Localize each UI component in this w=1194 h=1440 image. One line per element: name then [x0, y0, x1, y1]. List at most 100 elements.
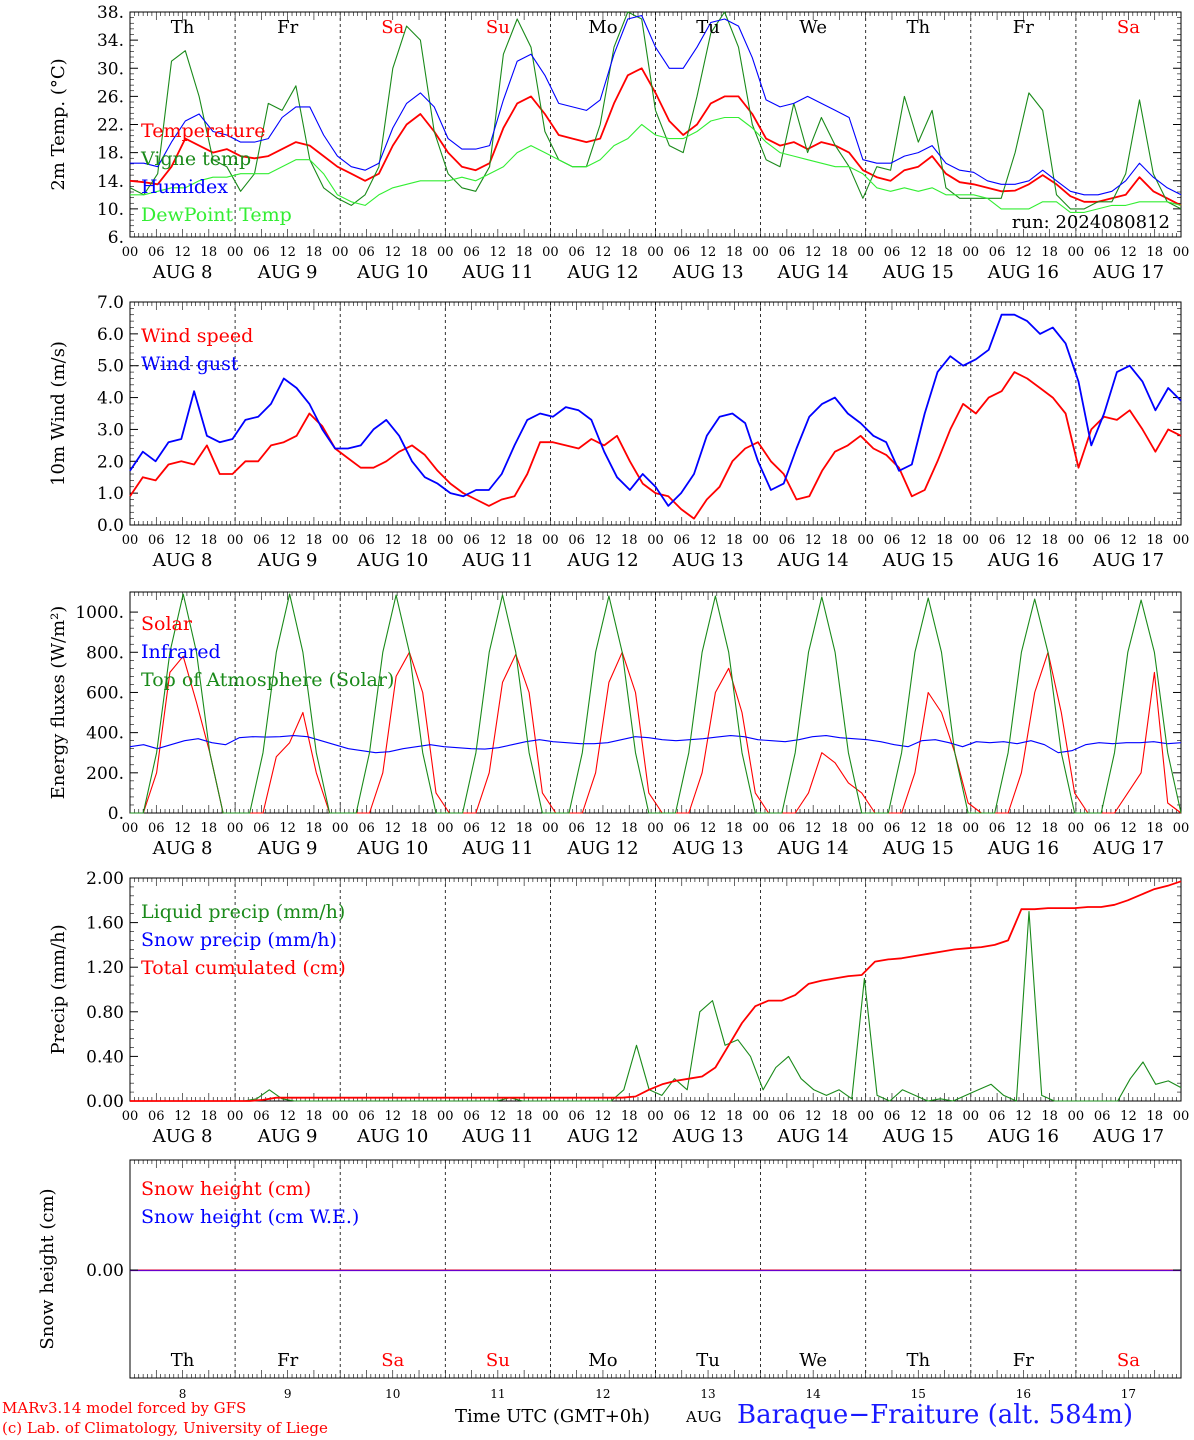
x-hour-label: 18	[936, 821, 953, 836]
x-hour-label: 00	[227, 533, 244, 548]
day-number: 11	[490, 1387, 505, 1401]
x-hour-label: 18	[936, 533, 953, 548]
day-name: Su	[486, 1350, 510, 1371]
panel-4	[129, 877, 1182, 1102]
x-date-label: AUG 14	[777, 1126, 849, 1147]
x-hour-label: 18	[621, 533, 638, 548]
x-hour-label: 06	[568, 1109, 585, 1124]
x-hour-label: 12	[384, 1109, 401, 1124]
day-name: Tu	[696, 1350, 720, 1371]
x-hour-label: 06	[463, 533, 480, 548]
x-hour-label: 12	[174, 245, 191, 260]
x-hour-label: 00	[122, 821, 139, 836]
x-hour-label: 18	[726, 821, 743, 836]
x-date-label: AUG 10	[356, 1126, 428, 1147]
x-date-label: AUG 11	[461, 550, 533, 571]
series-line-infrared	[129, 735, 1182, 754]
day-name: Fr	[277, 1350, 298, 1371]
legend-entry: Snow height (cm W.E.)	[141, 1206, 359, 1228]
x-date-label: AUG 12	[566, 550, 638, 571]
x-hour-label: 18	[411, 1109, 428, 1124]
x-hour-label: 12	[279, 1109, 296, 1124]
x-hour-label: 00	[1173, 245, 1190, 260]
x-hour-label: 12	[174, 1109, 191, 1124]
y-tick-label: 22.	[97, 116, 124, 136]
x-hour-label: 06	[1094, 1109, 1111, 1124]
x-date-label: AUG 13	[671, 1126, 743, 1147]
x-hour-label: 12	[910, 1109, 927, 1124]
panel-2	[129, 301, 1182, 526]
y-tick-label: 38.	[97, 3, 124, 23]
x-hour-label: 18	[1146, 245, 1163, 260]
y-tick-label: 7.0	[97, 293, 124, 313]
x-hour-label: 18	[306, 533, 323, 548]
y-tick-label: 0.	[108, 804, 124, 824]
day-name: Th	[171, 1350, 195, 1371]
x-hour-label: 06	[358, 245, 375, 260]
day-number: 8	[179, 1387, 187, 1401]
x-hour-label: 00	[857, 1109, 874, 1124]
x-hour-label: 00	[857, 821, 874, 836]
x-hour-label: 00	[963, 245, 980, 260]
y-tick-label: 1.60	[86, 914, 124, 934]
series-line-top-of-atmosphere-solar-	[130, 593, 1182, 814]
y-tick-label: 18.	[97, 144, 124, 164]
y-axis-label: 10m Wind (m/s)	[48, 341, 69, 486]
x-date-label: AUG 15	[882, 550, 954, 571]
day-name: Fr	[1013, 1350, 1034, 1371]
y-tick-label: 30.	[97, 59, 124, 79]
x-hour-label: 18	[201, 245, 218, 260]
x-hour-label: 12	[1015, 821, 1032, 836]
y-tick-label: 2.00	[86, 869, 124, 889]
x-date-label: AUG 14	[777, 838, 849, 859]
x-date-label: AUG 11	[461, 262, 533, 283]
x-hour-label: 12	[384, 821, 401, 836]
series-line-temperature	[129, 67, 1182, 207]
x-hour-label: 06	[568, 533, 585, 548]
x-date-label: AUG 13	[671, 550, 743, 571]
x-hour-label: 12	[700, 821, 717, 836]
day-name: Th	[171, 17, 195, 38]
x-hour-label: 12	[910, 821, 927, 836]
day-name: Th	[906, 1350, 930, 1371]
x-hour-label: 12	[490, 533, 507, 548]
y-tick-label: 6.0	[97, 325, 124, 345]
series-line-wind-gust	[129, 313, 1182, 507]
x-hour-label: 18	[1146, 1109, 1163, 1124]
x-hour-label: 06	[884, 821, 901, 836]
series-line-liquid-precip-mm-h-	[130, 910, 1182, 1102]
x-date-label: AUG 15	[882, 838, 954, 859]
x-hour-label: 12	[174, 533, 191, 548]
plot-frame	[129, 301, 1182, 526]
x-hour-label: 00	[647, 821, 664, 836]
x-hour-label: 12	[595, 533, 612, 548]
x-date-label: AUG 13	[671, 262, 743, 283]
x-hour-label: 18	[831, 245, 848, 260]
x-hour-label: 18	[516, 245, 533, 260]
x-hour-label: 00	[647, 1109, 664, 1124]
x-date-label: AUG 10	[356, 262, 428, 283]
y-tick-label: 3.0	[97, 420, 124, 440]
x-hour-label: 00	[857, 245, 874, 260]
x-date-label: AUG 15	[882, 1126, 954, 1147]
legend-entry: Infrared	[141, 641, 221, 663]
x-date-label: AUG 16	[987, 550, 1059, 571]
x-hour-label: 00	[542, 533, 559, 548]
x-hour-label: 06	[148, 821, 165, 836]
legend-entry: Snow height (cm)	[141, 1178, 311, 1200]
day-name: Fr	[1013, 17, 1034, 38]
x-hour-label: 06	[1094, 245, 1111, 260]
x-date-label: AUG 10	[356, 550, 428, 571]
x-hour-label: 00	[227, 1109, 244, 1124]
x-hour-label: 00	[647, 533, 664, 548]
legend-entry: Wind speed	[141, 325, 253, 347]
day-name: Sa	[381, 17, 404, 38]
x-hour-label: 06	[568, 821, 585, 836]
y-tick-label: 5.0	[97, 357, 124, 377]
x-date-label: AUG 16	[987, 1126, 1059, 1147]
x-date-label: AUG 17	[1092, 550, 1164, 571]
day-name: Sa	[1117, 1350, 1140, 1371]
x-date-label: AUG 17	[1092, 262, 1164, 283]
day-number: 13	[700, 1387, 715, 1401]
x-hour-label: 18	[1146, 533, 1163, 548]
